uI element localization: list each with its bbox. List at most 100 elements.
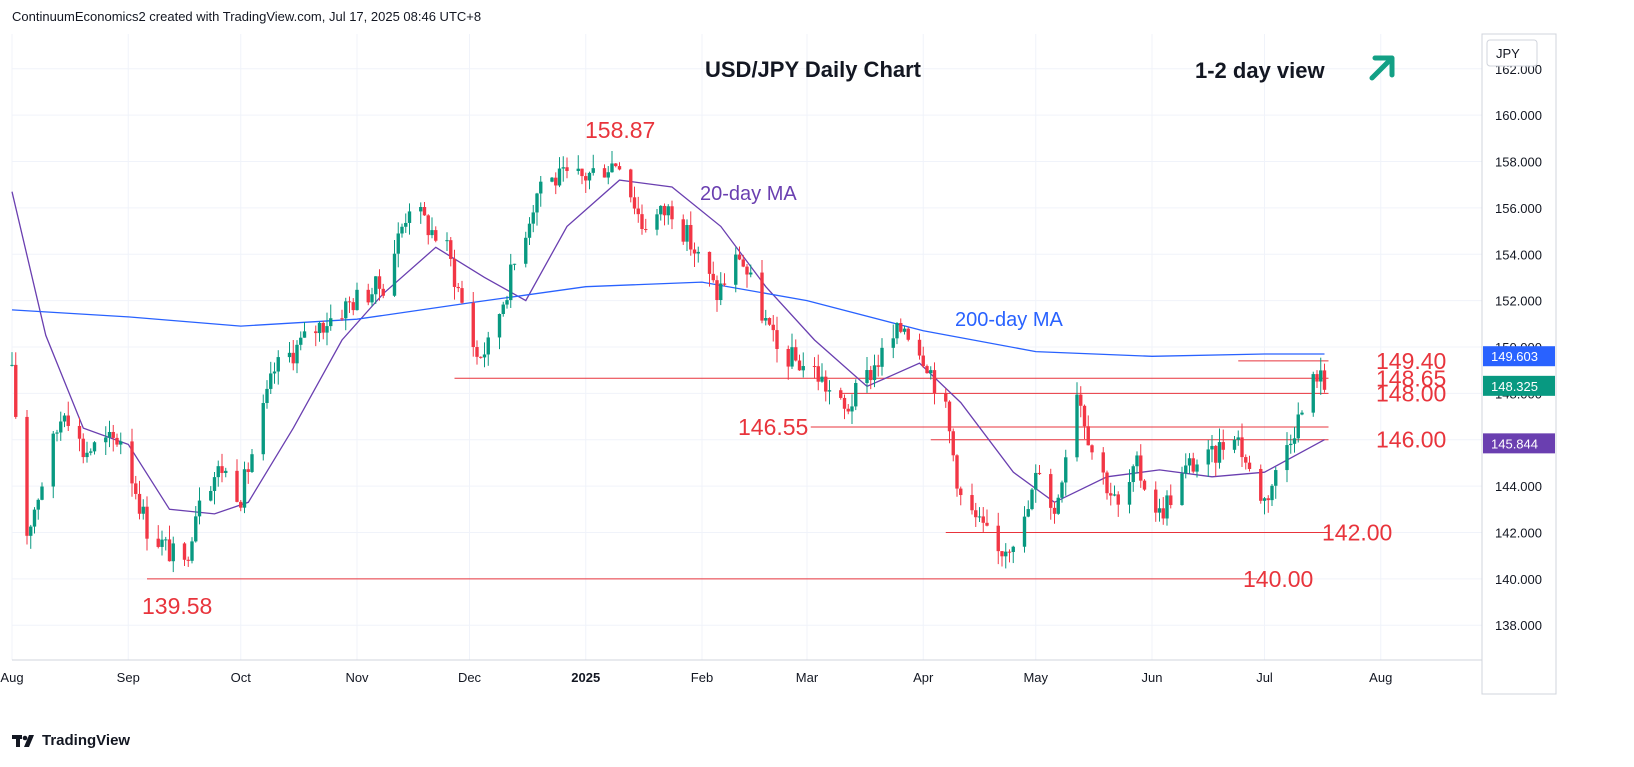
candle-body [370,294,374,303]
candle-body [171,543,175,562]
candle-body [775,330,779,349]
candle [1221,429,1225,460]
currency-box[interactable] [1486,39,1538,67]
candle [272,362,277,384]
candle [554,172,558,195]
candle [981,507,985,532]
candle [445,232,449,252]
candle-body [366,289,370,303]
candle-body [737,254,742,260]
candle [539,175,543,207]
candle [497,313,502,350]
candle-body [722,283,727,285]
candle-body [876,365,880,367]
candle-body [351,302,355,311]
candle [299,331,303,351]
candle [295,340,299,374]
candle-body [325,326,329,333]
candle-body [145,506,149,539]
candle [955,454,959,497]
candle-body [1154,489,1158,513]
candle [771,315,775,342]
candle-body [902,328,907,332]
candle [925,364,929,374]
time-axis[interactable]: Aug Sep Oct Nov Dec 2025 Feb Mar Apr May Jun Jul Aug [0,670,1392,685]
candle-body [29,526,33,536]
candle-body [644,229,648,231]
candle [216,460,220,487]
candle [1004,543,1008,569]
ma20-label: 20-day MA [700,183,797,205]
time-tick-label: Feb [691,670,713,685]
candle [1270,484,1274,507]
candle [685,219,689,252]
candle [287,341,292,363]
candle-body [59,421,63,433]
candle [846,404,850,415]
candle [471,291,475,357]
candle [130,428,134,497]
candle-body [1217,442,1222,463]
candle-body [944,393,948,402]
candle-body [872,365,877,381]
candle-body [111,431,115,438]
price-badge-label: 145.844 [1491,436,1538,451]
candle-body [224,470,228,473]
candle-body [190,541,194,561]
time-tick-label: Aug [1369,670,1392,685]
candle-body [767,318,772,325]
candle [407,203,412,235]
time-tick-label: Oct [231,670,252,685]
candle-body [314,331,318,334]
price-badge-bg [1483,375,1555,396]
candle-body [1259,468,1263,501]
candle [947,400,952,444]
candle-body [1101,452,1105,473]
candle-body [1105,472,1109,494]
candle [1011,545,1015,564]
candle-body [512,263,517,265]
candle [1180,466,1184,506]
annotation-high: 158.87 [585,117,655,143]
candle [1184,453,1188,479]
candle-body [1161,508,1165,519]
time-tick-label: Dec [458,670,482,685]
candle-body [235,470,239,502]
candle-body [531,212,535,224]
candle-body [959,488,963,496]
candle [1161,497,1165,525]
candle [1139,444,1143,488]
price-badge: 148.325 [1483,375,1555,396]
candle-body [715,280,719,301]
candle-body [509,264,513,301]
candle [929,366,933,380]
candle [786,345,790,380]
tradingview-logo[interactable]: TradingView [12,732,130,749]
candle [974,502,978,527]
time-tick-label: May [1023,670,1048,685]
candle [167,525,172,562]
candle-body [854,383,858,407]
candle-body [1247,462,1252,469]
candle-body [1112,494,1117,496]
candle-body [891,338,895,348]
candle-body [1064,457,1068,483]
candle [587,171,592,190]
candle-body [557,168,562,186]
candle-body [479,356,483,358]
candle-body [377,276,382,289]
candle [602,164,607,178]
candle [366,283,370,306]
candle-body [10,364,14,366]
candle-body [524,237,528,264]
candle [1007,549,1012,563]
candle-body [921,355,925,367]
candle-body [302,331,307,338]
candle-body [51,433,55,487]
candle-body [471,302,475,348]
price-badge-label: 149.603 [1491,349,1538,364]
candle-body [1131,466,1135,483]
time-tick-label: Mar [796,670,819,685]
level-labels: 140.00 142.00 146.00 146.55 148.00148.65149.… [738,348,1446,592]
